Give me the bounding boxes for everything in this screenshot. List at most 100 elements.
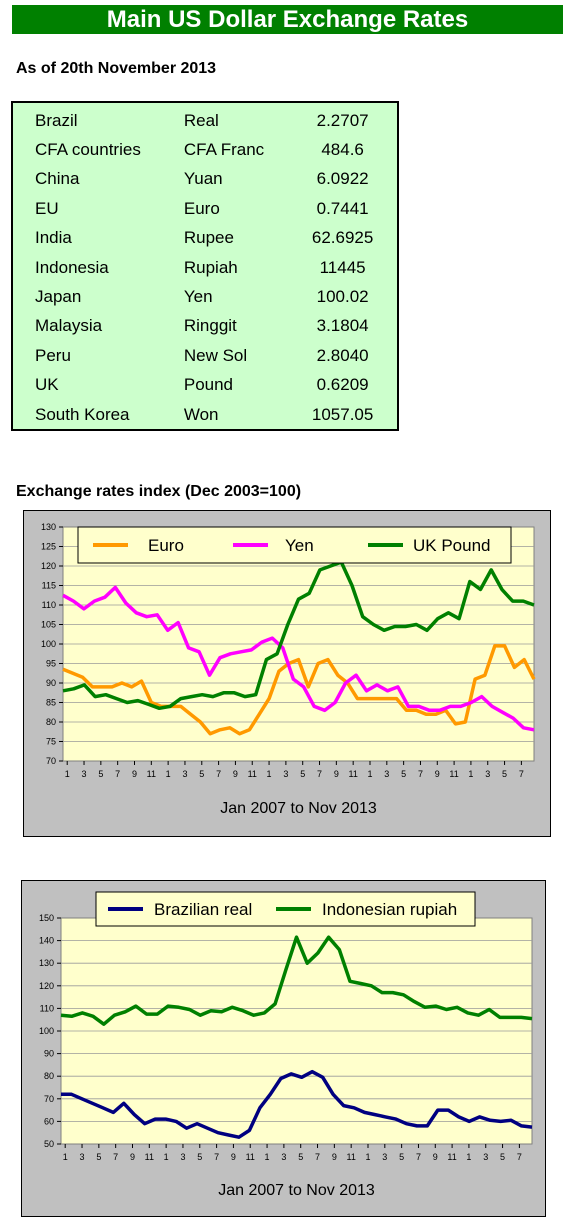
x-tick-label: 11 <box>346 1152 355 1162</box>
legend-label: Euro <box>148 536 184 555</box>
page-banner: Main US Dollar Exchange Rates <box>12 5 563 34</box>
x-tick-label: 9 <box>334 769 339 779</box>
rate-cell: 0.6209 <box>316 375 369 395</box>
x-tick-label: 1 <box>367 769 372 779</box>
rate-row: South Korea Won 1057.05 <box>35 400 397 429</box>
currency-cell: Ringgit <box>183 316 237 336</box>
x-tick-label: 11 <box>449 769 458 779</box>
series-line-brazilian-real <box>61 1069 533 1139</box>
x-tick-label: 5 <box>399 1152 404 1162</box>
currency-cell: Yen <box>183 287 213 307</box>
x-tick-label: 5 <box>199 769 204 779</box>
x-tick-label: 1 <box>466 1152 471 1162</box>
x-tick-label: 11 <box>147 769 156 779</box>
currency-cell: Pound <box>183 375 234 395</box>
country-cell: Japan <box>35 287 82 307</box>
x-tick-label: 7 <box>115 769 120 779</box>
rate-cell: 484.6 <box>321 140 364 160</box>
x-tick-label: 11 <box>447 1152 456 1162</box>
legend-label: UK Pound <box>413 536 491 555</box>
country-cell: UK <box>35 375 59 395</box>
country-cell: China <box>35 169 80 189</box>
y-tick-label: 100 <box>41 639 56 649</box>
exchange-rates-table: Brazil Real 2.2707 CFA countries CFA Franc 48… <box>11 101 399 431</box>
index-section-title: Exchange rates index (Dec 2003=100) <box>16 483 302 500</box>
x-axis-label: Jan 2007 to Nov 2013 <box>220 800 377 817</box>
country-cell: Brazil <box>35 110 78 130</box>
x-tick-label: 1 <box>65 769 70 779</box>
rates-grid: Brazil Real 2.2707 CFA countries CFA Franc 48… <box>35 106 397 429</box>
x-tick-label: 9 <box>332 1152 337 1162</box>
x-tick-label: 3 <box>182 769 187 779</box>
currency-cell: New Sol <box>183 345 248 365</box>
y-tick-label: 105 <box>41 620 56 630</box>
currency-cell: Euro <box>183 198 220 218</box>
x-tick-label: 1 <box>166 769 171 779</box>
x-tick-label: 7 <box>113 1152 118 1162</box>
x-tick-label: 7 <box>317 769 322 779</box>
country-cell: South Korea <box>35 404 130 424</box>
x-tick-label: 5 <box>98 769 103 779</box>
x-tick-label: 1 <box>267 769 272 779</box>
legend-label: Brazilian real <box>154 900 252 919</box>
y-tick-label: 60 <box>44 1116 54 1126</box>
currency-cell: Yuan <box>183 169 223 189</box>
y-tick-label: 80 <box>46 717 56 727</box>
x-tick-label: 7 <box>214 1152 219 1162</box>
x-tick-label: 1 <box>365 1152 370 1162</box>
legend-box <box>95 891 476 927</box>
x-tick-label: 1 <box>265 1152 270 1162</box>
country-cell: Indonesia <box>35 257 109 277</box>
x-tick-label: 3 <box>483 1152 488 1162</box>
y-tick-label: 120 <box>41 561 56 571</box>
currency-cell: Rupiah <box>183 257 238 277</box>
rate-row: China Yuan 6.0922 <box>35 165 397 194</box>
y-tick-label: 140 <box>39 936 54 946</box>
y-tick-label: 70 <box>44 1094 54 1104</box>
x-tick-label: 7 <box>315 1152 320 1162</box>
y-tick-label: 120 <box>39 981 54 991</box>
series-line-indonesian-rupiah <box>60 935 533 1026</box>
x-axis-label: Jan 2007 to Nov 2013 <box>218 1182 375 1199</box>
rate-cell: 2.2707 <box>316 110 369 130</box>
x-tick-label: 11 <box>348 769 357 779</box>
rate-row: Japan Yen 100.02 <box>35 282 397 311</box>
country-cell: EU <box>35 198 59 218</box>
y-tick-label: 50 <box>44 1139 54 1149</box>
x-tick-label: 5 <box>300 769 305 779</box>
rate-cell: 1057.05 <box>311 404 374 424</box>
x-tick-label: 5 <box>500 1152 505 1162</box>
country-cell: Malaysia <box>35 316 103 336</box>
x-tick-label: 3 <box>384 769 389 779</box>
x-tick-label: 11 <box>145 1152 154 1162</box>
rate-row: India Rupee 62.6925 <box>35 224 397 253</box>
x-tick-label: 7 <box>418 769 423 779</box>
rate-row: Brazil Real 2.2707 <box>35 106 397 135</box>
y-tick-label: 75 <box>46 737 56 747</box>
rate-row: EU Euro 0.7441 <box>35 194 397 223</box>
x-tick-label: 7 <box>216 769 221 779</box>
series-line-euro <box>62 644 536 736</box>
x-tick-label: 9 <box>233 769 238 779</box>
y-tick-label: 85 <box>46 698 56 708</box>
country-cell: India <box>35 228 72 248</box>
rate-cell: 100.02 <box>316 287 369 307</box>
x-tick-label: 3 <box>281 1152 286 1162</box>
rate-row: Indonesia Rupiah 11445 <box>35 253 397 282</box>
y-tick-label: 95 <box>46 659 56 669</box>
x-tick-label: 3 <box>485 769 490 779</box>
x-tick-label: 3 <box>283 769 288 779</box>
y-tick-label: 130 <box>39 958 54 968</box>
x-tick-label: 7 <box>519 769 524 779</box>
x-tick-label: 11 <box>248 769 257 779</box>
x-tick-label: 5 <box>197 1152 202 1162</box>
rate-cell: 11445 <box>319 257 366 277</box>
country-cell: CFA countries <box>35 140 141 160</box>
legend-box <box>77 526 512 564</box>
rate-cell: 6.0922 <box>316 169 369 189</box>
x-tick-label: 1 <box>63 1152 68 1162</box>
y-tick-label: 110 <box>40 1003 54 1013</box>
rate-cell: 3.1804 <box>316 316 369 336</box>
